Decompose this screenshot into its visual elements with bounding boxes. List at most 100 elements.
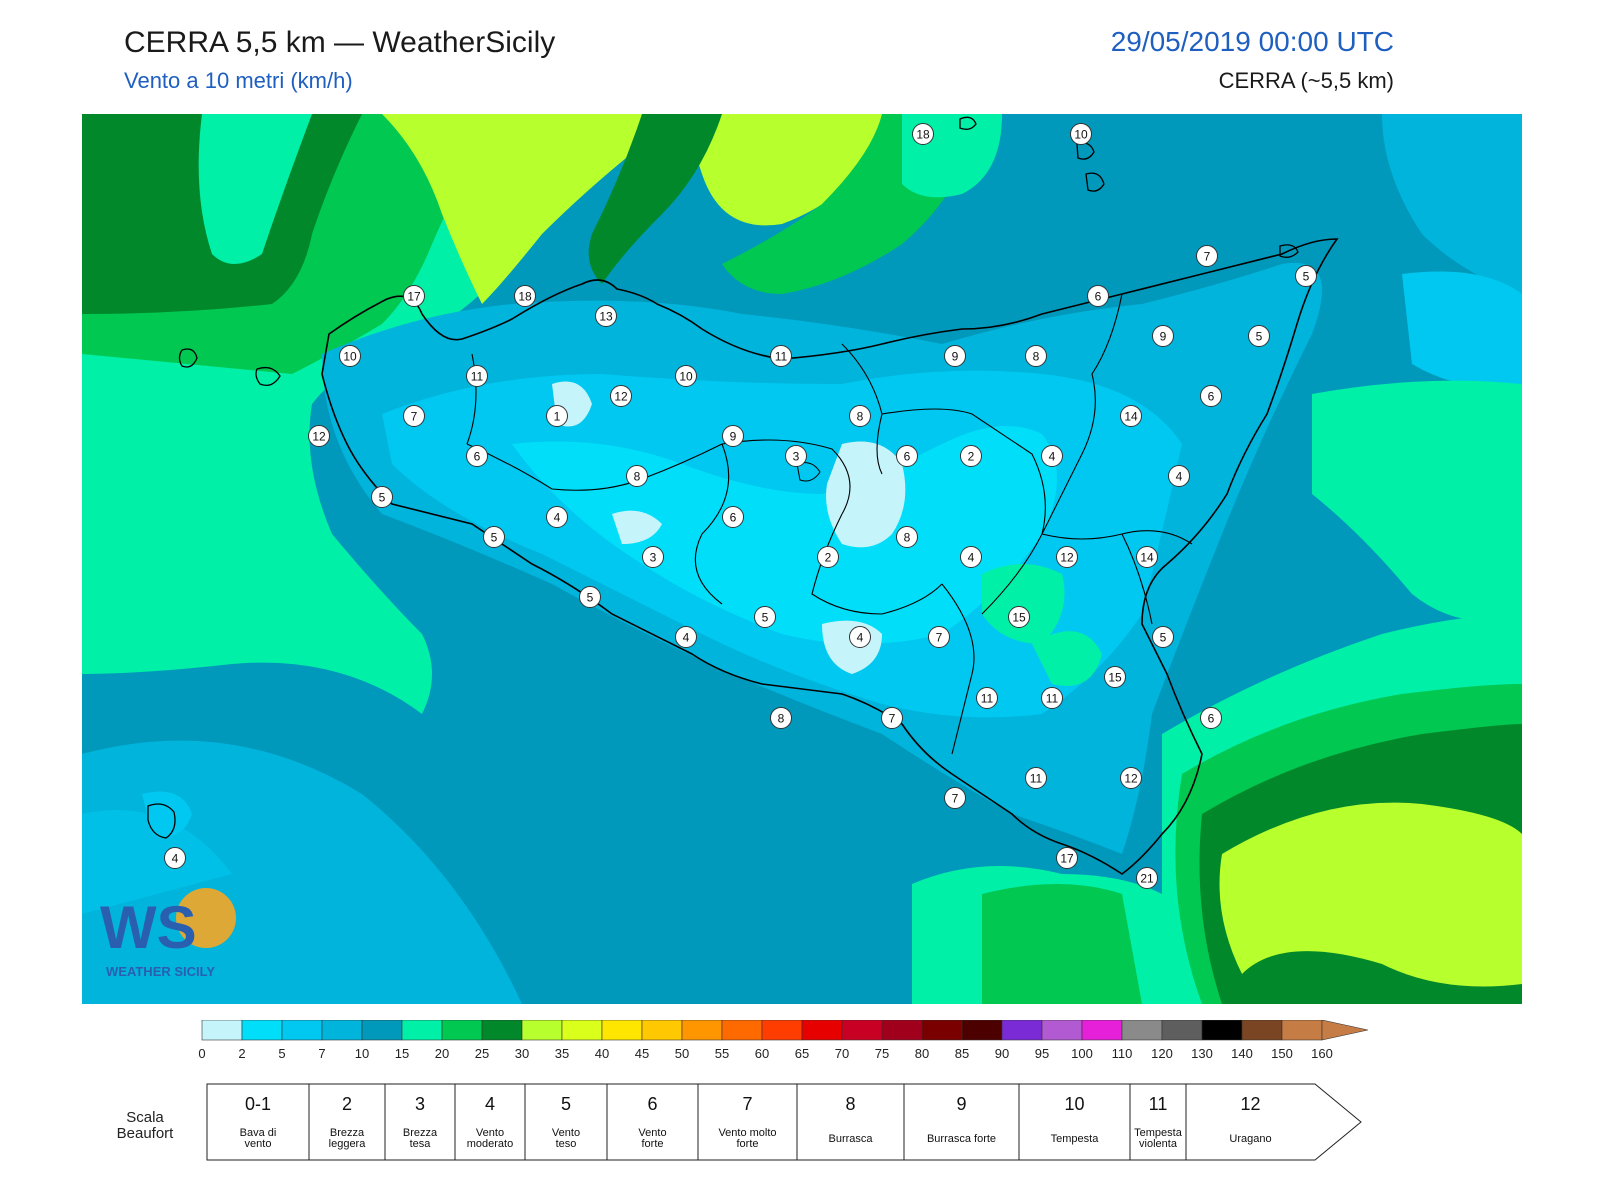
station-value-text: 12 (312, 430, 326, 444)
beaufort-cell (903, 1083, 1020, 1161)
colorbar-tick-label: 2 (238, 1046, 245, 1061)
beaufort-cell (606, 1083, 699, 1161)
station-value: 2 (817, 546, 839, 568)
beaufort-cell (308, 1083, 386, 1161)
station-circle (164, 847, 186, 869)
station-value-text: 6 (474, 450, 481, 464)
colorbar-tick-label: 65 (795, 1046, 809, 1061)
station-value: 21 (1136, 867, 1158, 889)
station-value-text: 11 (1030, 772, 1043, 786)
beaufort-description: Bava di vento (240, 1127, 277, 1150)
station-value: 3 (785, 445, 807, 467)
station-value-text: 8 (904, 531, 911, 545)
beaufort-class: 5 Vento teso (524, 1083, 608, 1161)
beaufort-description: Tempesta (1051, 1133, 1100, 1145)
beaufort-cell (1018, 1083, 1131, 1161)
station-value-text: 5 (1256, 330, 1263, 344)
colorbar-cell (241, 1020, 283, 1041)
station-value: 11 (1025, 767, 1047, 789)
station-circle (1008, 606, 1030, 628)
station-circle (1168, 465, 1190, 487)
station-value: 6 (1200, 707, 1222, 729)
station-value: 4 (1168, 465, 1190, 487)
weathersicily-logo: WS WEATHER SICILY (100, 888, 236, 979)
station-value-text: 8 (857, 410, 864, 424)
station-value: 18 (912, 123, 934, 145)
beaufort-cell (524, 1083, 608, 1161)
beaufort-cell (1129, 1083, 1187, 1161)
station-value-text: 10 (679, 370, 693, 384)
colorbar-cell (681, 1020, 723, 1041)
station-value: 8 (896, 526, 918, 548)
colorbar-tick-label: 100 (1071, 1046, 1093, 1061)
station-circle (1200, 707, 1222, 729)
station-circle (976, 687, 998, 709)
station-value: 17 (1056, 847, 1078, 869)
station-circle (912, 123, 934, 145)
beaufort-description: Brezza leggera (329, 1127, 367, 1150)
station-value: 11 (770, 345, 792, 367)
station-value: 18 (514, 285, 536, 307)
station-value-text: 7 (411, 410, 418, 424)
page-title: CERRA 5,5 km — WeatherSicily (124, 26, 556, 59)
colorbar-cell (1121, 1020, 1163, 1041)
colorbar-tick-label: 15 (395, 1046, 409, 1061)
colorbar-tick-label: 80 (915, 1046, 929, 1061)
colorbar-cell (361, 1020, 403, 1041)
station-value: 7 (403, 405, 425, 427)
station-circle (1056, 847, 1078, 869)
station-value-text: 9 (730, 430, 737, 444)
station-value-text: 3 (793, 450, 800, 464)
station-value: 12 (1056, 546, 1078, 568)
colorbar-tick-label: 85 (955, 1046, 969, 1061)
station-value: 6 (466, 445, 488, 467)
station-value-text: 10 (343, 350, 357, 364)
beaufort-class: 10 Tempesta (1018, 1083, 1131, 1161)
station-value-text: 7 (1204, 250, 1211, 264)
station-value-text: 1 (554, 410, 561, 424)
station-value: 10 (339, 345, 361, 367)
colorbar-cell (201, 1020, 243, 1041)
station-value: 4 (675, 626, 697, 648)
station-value: 4 (849, 626, 871, 648)
station-value: 12 (1120, 767, 1142, 789)
station-circle (675, 626, 697, 648)
station-value: 8 (1025, 345, 1047, 367)
beaufort-class: 9 Burrasca forte (903, 1083, 1020, 1161)
station-circle (960, 445, 982, 467)
beaufort-number: 5 (561, 1094, 571, 1114)
station-value-text: 2 (825, 551, 832, 565)
beaufort-description: Vento moderato (467, 1127, 513, 1150)
station-value: 4 (164, 847, 186, 869)
beaufort-number: 8 (845, 1094, 855, 1114)
colorbar-tick-label: 70 (835, 1046, 849, 1061)
colorbar-tick-label: 60 (755, 1046, 769, 1061)
colorbar-cell (721, 1020, 763, 1041)
station-value-text: 4 (857, 631, 864, 645)
station-value: 7 (928, 626, 950, 648)
station-value-text: 12 (1060, 551, 1074, 565)
station-circle (339, 345, 361, 367)
station-circle (610, 385, 632, 407)
station-circle (626, 465, 648, 487)
station-value-text: 3 (650, 551, 657, 565)
station-circle (817, 546, 839, 568)
station-value: 12 (308, 425, 330, 447)
colorbar-cell (1001, 1020, 1043, 1041)
beaufort-cell (454, 1083, 526, 1161)
station-value-text: 4 (1049, 450, 1056, 464)
colorbar-tick-label: 120 (1151, 1046, 1173, 1061)
station-value-text: 11 (1046, 692, 1059, 706)
station-value: 2 (960, 445, 982, 467)
station-value-text: 15 (1012, 611, 1026, 625)
station-value-text: 5 (491, 531, 498, 545)
beaufort-number: 11 (1149, 1094, 1168, 1114)
station-circle (1152, 325, 1174, 347)
colorbar-cell (1201, 1020, 1243, 1041)
station-value-text: 4 (554, 511, 561, 525)
beaufort-description: Burrasca (828, 1133, 873, 1145)
sicily-coastline (321, 238, 1339, 875)
beaufort-number: 10 (1064, 1094, 1084, 1114)
